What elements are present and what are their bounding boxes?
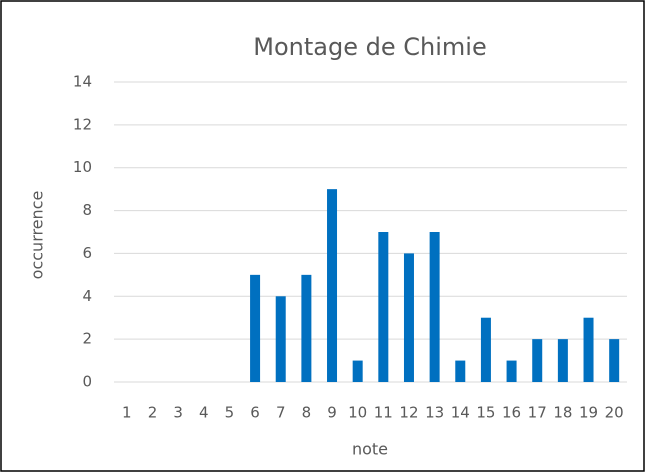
x-tick-label: 6	[250, 404, 260, 422]
x-tick-label: 7	[276, 404, 286, 422]
bar	[327, 189, 338, 382]
y-tick-label: 0	[82, 373, 92, 391]
bar	[301, 274, 312, 382]
y-tick-label: 12	[73, 115, 92, 133]
chart-title: Montage de Chimie	[253, 33, 486, 61]
y-tick-label: 4	[82, 287, 92, 305]
y-tick-label: 8	[82, 201, 92, 219]
bar	[583, 317, 594, 382]
x-tick-label: 14	[451, 404, 470, 422]
x-tick-label: 15	[476, 404, 495, 422]
bar	[429, 232, 440, 382]
x-tick-label: 8	[302, 404, 312, 422]
bar	[352, 360, 363, 382]
y-tick-label: 10	[73, 158, 92, 176]
bar	[275, 296, 286, 382]
bar	[378, 232, 389, 382]
x-tick-label: 9	[327, 404, 337, 422]
x-tick-label: 20	[605, 404, 624, 422]
bar	[532, 339, 543, 382]
x-tick-label: 19	[579, 404, 598, 422]
bar	[480, 317, 491, 382]
x-tick-label: 10	[348, 404, 367, 422]
bar	[250, 274, 261, 382]
y-axis-title: occurrence	[28, 191, 47, 280]
y-tick-label: 6	[82, 244, 92, 262]
x-tick-label: 13	[425, 404, 444, 422]
x-tick-label: 3	[173, 404, 183, 422]
x-axis-title: note	[352, 440, 388, 459]
x-tick-label: 5	[225, 404, 235, 422]
bar	[557, 339, 568, 382]
x-tick-label: 4	[199, 404, 209, 422]
bar	[506, 360, 517, 382]
x-tick-label: 2	[148, 404, 158, 422]
x-tick-label: 17	[528, 404, 547, 422]
bar	[609, 339, 620, 382]
x-tick-label: 12	[399, 404, 418, 422]
x-tick-label: 18	[553, 404, 572, 422]
bar	[455, 360, 466, 382]
y-tick-label: 2	[82, 330, 92, 348]
x-tick-label: 1	[122, 404, 132, 422]
bar	[403, 253, 414, 382]
y-tick-label: 14	[73, 73, 92, 91]
x-tick-label: 16	[502, 404, 521, 422]
x-tick-label: 11	[374, 404, 393, 422]
